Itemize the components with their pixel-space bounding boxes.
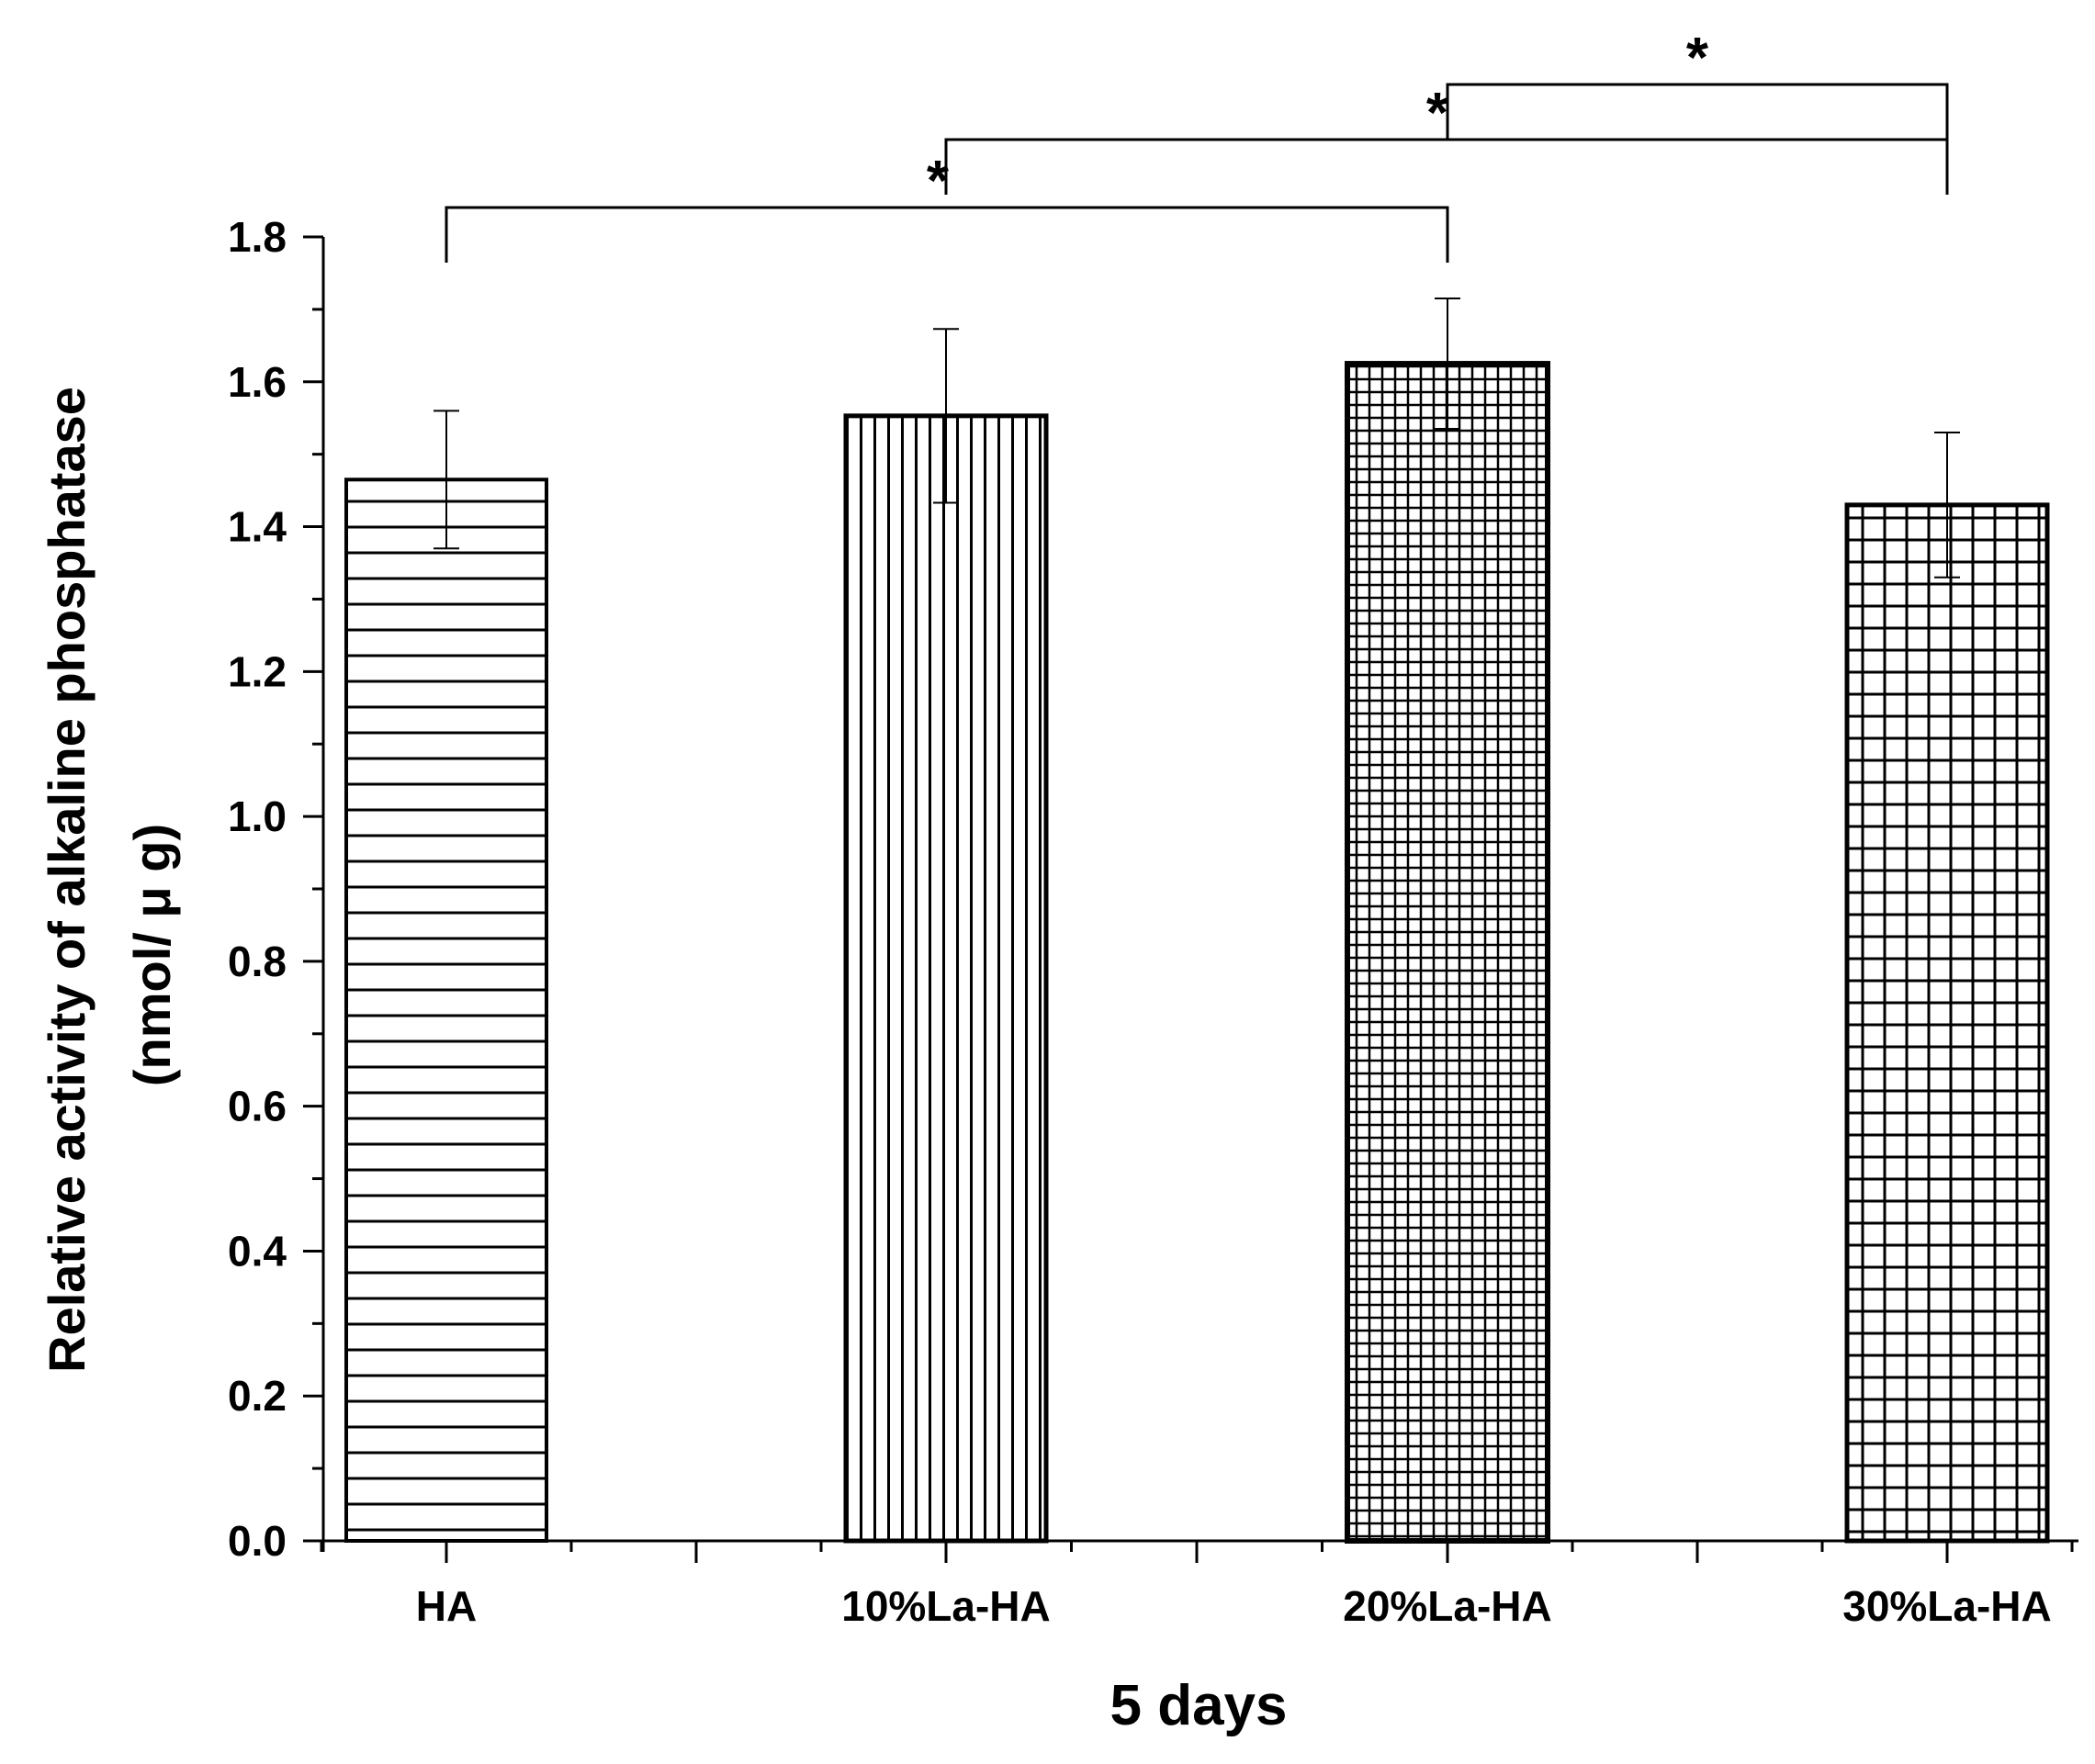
significance-bracket — [944, 138, 1949, 195]
x-tick-label: HA — [416, 1582, 477, 1630]
x-tick-label: 10%La-HA — [841, 1582, 1051, 1630]
y-tick-label: 0.4 — [228, 1227, 287, 1275]
y-axis-title: Relative activity of alkaline phosphatas… — [38, 387, 96, 1373]
significance-bracket — [445, 206, 1449, 263]
bar-10-la-ha — [843, 413, 1049, 1544]
y-tick-label: 0.0 — [228, 1517, 287, 1565]
x-axis-title: 5 days — [1109, 1674, 1287, 1737]
bar-ha — [344, 478, 548, 1543]
significance-star: * — [1426, 82, 1449, 145]
bar-30-la-ha — [1844, 502, 2050, 1544]
x-tick-label: 30%La-HA — [1842, 1582, 2052, 1630]
y-tick-label: 0.8 — [228, 938, 287, 985]
x-tick-label: 20%La-HA — [1343, 1582, 1552, 1630]
y-tick-label: 1.2 — [228, 647, 287, 695]
y-tick-label: 1.0 — [228, 792, 287, 840]
y-tick-label: 1.8 — [228, 213, 287, 261]
y-tick-label: 1.6 — [228, 358, 287, 406]
plot-area: 0.0 0.2 0.4 0.6 0.8 1.0 1.2 1.4 1.6 1.8 HA 10%La-HA… — [228, 27, 2078, 1630]
bar-20-la-ha — [1345, 361, 1550, 1544]
y-tick-label: 0.6 — [228, 1083, 287, 1130]
y-axis-unit: (nmol/ μ g) — [123, 824, 181, 1086]
significance-bracket — [1446, 83, 1949, 140]
significance-star: * — [1686, 27, 1709, 90]
y-tick-label: 1.4 — [228, 503, 287, 551]
y-tick-label: 0.2 — [228, 1372, 287, 1420]
